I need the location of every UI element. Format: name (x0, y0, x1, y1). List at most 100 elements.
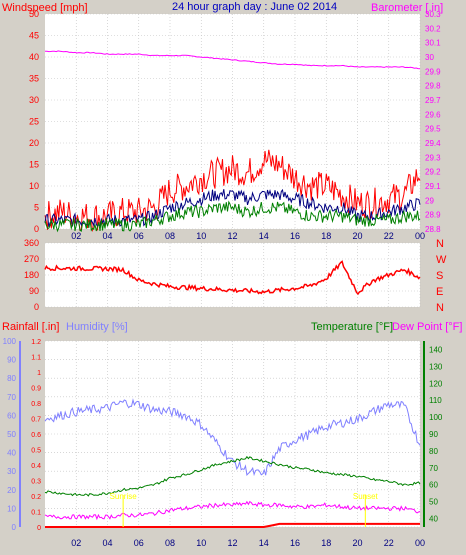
y-tick-label: 180 (24, 270, 39, 280)
rain-tick-label: 0 (37, 525, 41, 532)
rain-tick-label: 0.8 (31, 401, 41, 408)
y-tick-label: 5 (34, 203, 39, 213)
humidity-tick-label: 90 (7, 356, 16, 365)
x-tick-label: 04 (102, 538, 112, 548)
y-tick-label: 0 (34, 224, 39, 234)
humidity-axis-label: Humidity [%] (66, 321, 128, 333)
y2-tick-label: 28.8 (425, 225, 441, 234)
climate-lines (44, 398, 421, 528)
y-tick-label: 50 (29, 9, 39, 19)
gust-line (44, 149, 421, 233)
avg-wind-line (44, 200, 421, 233)
y-tick-label: 270 (24, 254, 39, 264)
rain-y-ticks: 0 0.1 0.2 0.3 0.4 0.5 0.6 0.7 0.8 0.9 1 1.1 1.2 (31, 339, 41, 532)
y-tick-label: 90 (29, 286, 39, 296)
wind-y-ticks: 0 5 10 15 20 25 30 35 40 45 50 (29, 9, 39, 234)
climate-x-ticks: 02 04 06 08 10 12 14 16 18 20 22 00 (71, 538, 425, 548)
wind-axis-label: Windspeed [mph] (2, 2, 88, 14)
direction-grid (45, 242, 421, 308)
temperature-tick-label: 40 (429, 515, 438, 524)
rain-tick-label: 0.2 (31, 494, 41, 501)
rain-tick-label: 0.5 (31, 448, 41, 455)
temperature-tick-label: 130 (429, 362, 443, 371)
direction-lines (44, 260, 421, 296)
barometer-line (44, 50, 421, 70)
x-tick-label: 12 (227, 231, 237, 241)
wind-grid (45, 13, 421, 230)
y2-tick-label: 29.6 (425, 110, 441, 119)
x-tick-label: 04 (102, 231, 112, 241)
x-tick-label: 08 (165, 538, 175, 548)
x-tick-label: 18 (321, 231, 331, 241)
y2-tick-label: 29.5 (425, 125, 441, 134)
temperature-tick-label: 70 (429, 464, 438, 473)
temperature-y-ticks: 40 50 60 70 80 90 100 110 120 130 140 (423, 341, 443, 527)
y-tick-label: 15 (29, 160, 39, 170)
humidity-tick-label: 30 (7, 467, 16, 476)
x-tick-label: 20 (352, 538, 362, 548)
rain-tick-label: 0.9 (31, 386, 41, 393)
compass-label: N (436, 238, 444, 250)
barometer-axis-label: Barometer [.in] (371, 2, 443, 14)
temperature-tick-label: 100 (429, 413, 443, 422)
y2-tick-label: 30.1 (425, 39, 441, 48)
rain-line (45, 522, 420, 528)
x-tick-label: 00 (415, 231, 425, 241)
y-tick-label: 360 (24, 238, 39, 248)
y-tick-label: 40 (29, 52, 39, 62)
humidity-tick-label: 80 (7, 374, 16, 383)
y2-tick-label: 28.9 (425, 211, 441, 220)
x-tick-label: 20 (352, 231, 362, 241)
x-tick-label: 22 (384, 538, 394, 548)
x-tick-label: 10 (196, 538, 206, 548)
y2-tick-label: 29.1 (425, 182, 441, 191)
rain-tick-label: 0.3 (31, 479, 41, 486)
x-tick-label: 02 (71, 231, 81, 241)
y-tick-label: 10 (29, 181, 39, 191)
humidity-tick-label: 40 (7, 449, 16, 458)
humidity-tick-label: 100 (3, 337, 17, 346)
x-tick-label: 08 (165, 231, 175, 241)
direction-line (44, 260, 421, 296)
y2-tick-label: 29.7 (425, 96, 441, 105)
rain-tick-label: 1 (37, 370, 41, 377)
chart-title: 24 hour graph day : June 02 2014 (172, 1, 337, 13)
humidity-y-ticks: 0 10 20 30 40 50 60 70 80 90 100 (3, 337, 21, 532)
temperature-tick-label: 50 (429, 498, 438, 507)
humidity-tick-label: 10 (7, 504, 16, 513)
x-tick-label: 12 (227, 538, 237, 548)
rain-axis-label: Rainfall [.in] (2, 321, 59, 333)
compass-label: S (436, 270, 443, 282)
y-tick-label: 45 (29, 31, 39, 41)
y-tick-label: 0 (34, 302, 39, 312)
rain-tick-label: 0.4 (31, 463, 41, 470)
y-tick-label: 30 (29, 95, 39, 105)
humidity-tick-label: 70 (7, 393, 16, 402)
temperature-tick-label: 60 (429, 481, 438, 490)
direction-y-ticks: 0 90 180 270 360 (24, 238, 39, 312)
rain-tick-label: 0.7 (31, 417, 41, 424)
x-tick-label: 06 (134, 231, 144, 241)
rain-tick-label: 1.1 (31, 355, 41, 362)
wind-lines (44, 50, 421, 233)
x-tick-label: 14 (259, 231, 269, 241)
x-tick-label: 22 (384, 231, 394, 241)
y2-tick-label: 30.3 (425, 10, 441, 19)
x-tick-label: 10 (196, 231, 206, 241)
y2-tick-label: 30.2 (425, 24, 441, 33)
dewpoint-axis-label: Dew Point [°F] (392, 321, 462, 333)
barometer-y-ticks: 28.8 28.9 29 29.1 29.2 29.3 29.4 29.5 29.6 29.7 29… (425, 10, 441, 234)
y-tick-label: 20 (29, 138, 39, 148)
y-tick-label: 25 (29, 117, 39, 127)
temperature-tick-label: 80 (429, 447, 438, 456)
sunset-label: Sunset (353, 492, 379, 501)
climate-grid (45, 340, 421, 528)
x-tick-label: 06 (134, 538, 144, 548)
x-tick-label: 02 (71, 538, 81, 548)
y2-tick-label: 30 (425, 53, 434, 62)
humidity-tick-label: 60 (7, 411, 16, 420)
y2-tick-label: 29.4 (425, 139, 441, 148)
x-tick-label: 18 (321, 538, 331, 548)
sun-annotations: Sunrise Sunset (110, 492, 379, 527)
